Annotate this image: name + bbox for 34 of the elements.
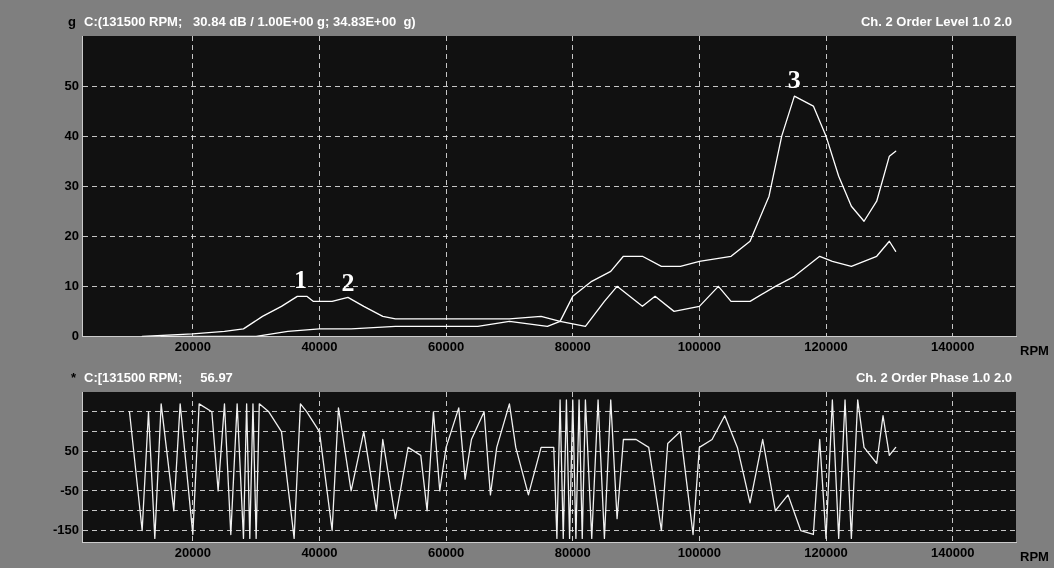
chart-title: C:[131500 RPM; 56.97	[84, 370, 233, 385]
y-axis-title: g	[68, 14, 77, 29]
x-tick-label: 20000	[174, 544, 211, 560]
annotation: 2	[341, 267, 355, 297]
x-tick-label: 100000	[677, 338, 722, 354]
x-tick-label: 120000	[804, 544, 848, 560]
chart-subtitle: Ch. 2 Order Level 1.0 2.0	[860, 14, 1012, 29]
y-tick-label: 20	[64, 227, 79, 243]
y-tick-label: 30	[64, 177, 79, 193]
y-tick-label: 40	[64, 127, 79, 143]
x-tick-label: 40000	[301, 544, 338, 560]
x-tick-label: 60000	[428, 338, 465, 354]
x-tick-label: 60000	[428, 544, 465, 560]
x-tick-label: 120000	[804, 338, 848, 354]
y-tick-label: 50	[64, 442, 79, 458]
y-tick-label: 0	[71, 327, 79, 343]
y-tick-label: 10	[64, 277, 79, 293]
y-axis-title: *	[70, 370, 77, 385]
y-tick-label: 50	[64, 77, 79, 93]
y-tick-label: -50	[60, 482, 79, 498]
y-tick-label: -150	[52, 522, 79, 538]
chart-subtitle: Ch. 2 Order Phase 1.0 2.0	[855, 370, 1012, 385]
x-tick-label: 140000	[930, 544, 975, 560]
x-tick-label: 20000	[174, 338, 211, 354]
x-tick-label: 100000	[677, 544, 722, 560]
annotation: 1	[293, 265, 307, 295]
chart-title: C:(131500 RPM; 30.84 dB / 1.00E+00 g; 34.83E+00 g)	[84, 14, 416, 29]
x-tick-label: 80000	[554, 544, 591, 560]
x-tick-label: 140000	[930, 338, 975, 354]
x-axis-title: RPM	[1020, 549, 1049, 565]
x-axis-title: RPM	[1020, 343, 1049, 359]
x-tick-label: 40000	[301, 338, 338, 354]
x-tick-label: 80000	[554, 338, 591, 354]
annotation: 3	[787, 64, 801, 94]
